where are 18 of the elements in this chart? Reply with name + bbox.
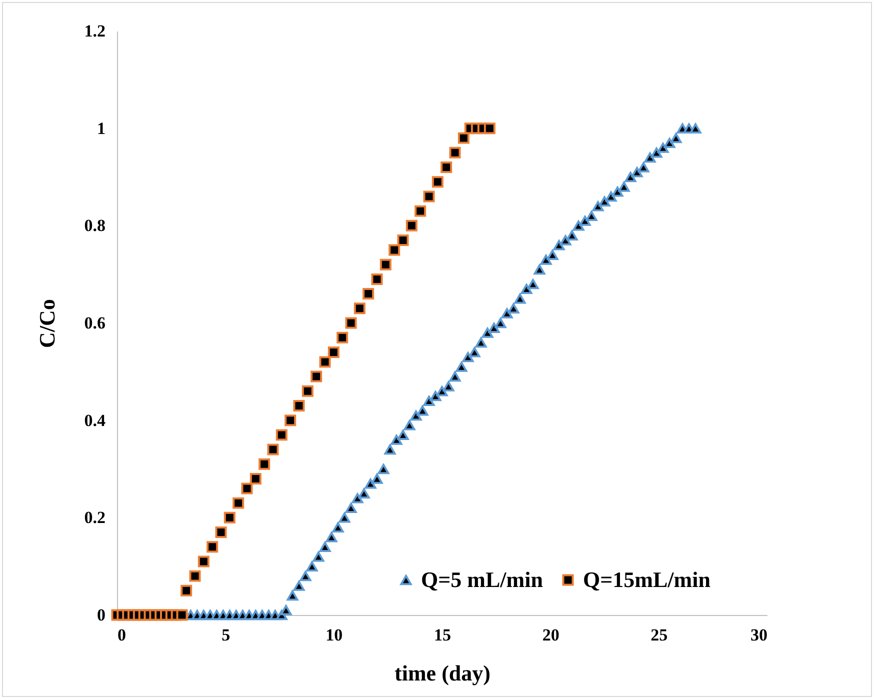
legend-label: Q=5 mL/min — [421, 567, 543, 592]
x-tick-label: 0 — [118, 626, 126, 644]
x-tick-label: 20 — [542, 626, 560, 644]
y-tick-label: 0.2 — [84, 508, 106, 528]
legend-label: Q=15mL/min — [583, 567, 710, 592]
x-axis-title: time (day) — [394, 660, 490, 686]
y-tick-label: 1.2 — [84, 22, 106, 40]
x-tick-label: 25 — [650, 626, 668, 644]
y-tick-label: 1 — [97, 118, 106, 138]
x-tick-label: 15 — [434, 626, 451, 644]
x-tick-label: 30 — [750, 626, 768, 644]
y-axis-title: C/Co — [34, 299, 60, 348]
y-tick-label: 0.6 — [84, 314, 106, 332]
y-tick-label: 0.8 — [84, 216, 106, 236]
x-tick-label: 10 — [326, 626, 343, 644]
y-tick-label: 0 — [97, 606, 106, 624]
x-tick-label: 5 — [222, 626, 230, 644]
y-tick-label: 0.4 — [84, 410, 106, 430]
